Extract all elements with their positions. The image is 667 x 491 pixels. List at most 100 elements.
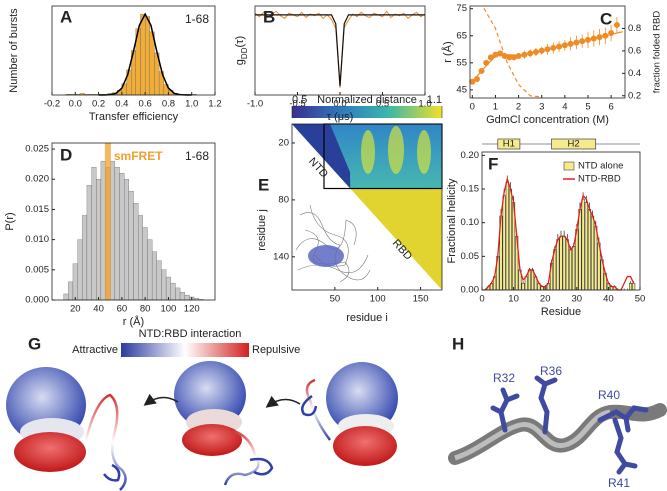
- x-tick-label: 40: [603, 294, 614, 305]
- bar: [147, 239, 153, 301]
- bar: [165, 276, 171, 301]
- y-tick-label: 0.020: [25, 174, 49, 185]
- y2-tick-label: 0.4: [628, 68, 641, 79]
- bar: [100, 160, 106, 301]
- point: [515, 53, 522, 60]
- bar: [508, 188, 512, 291]
- x-tick-label: 1: [493, 102, 498, 113]
- colorbar-title: NTD:RBD interaction: [139, 328, 242, 340]
- y2-tick-label: 0.2: [628, 90, 641, 101]
- helix-box: [497, 138, 521, 150]
- x-tick-label: 120: [184, 304, 200, 315]
- point: [613, 21, 620, 28]
- y-axis-label: Number of bursts: [8, 8, 20, 93]
- colorbar: [292, 106, 442, 118]
- bar: [184, 295, 190, 301]
- x-tick-label: 40: [93, 304, 104, 315]
- bar: [521, 283, 525, 291]
- dashed-line: [483, 7, 542, 98]
- annotation: 1-68: [185, 149, 209, 163]
- x-tick-label: 0.0: [69, 99, 82, 110]
- bar: [629, 283, 633, 291]
- x-tick-label: 4: [562, 102, 567, 113]
- axes-frame: [469, 5, 626, 99]
- x-tick-label: 1.2: [208, 99, 221, 110]
- panel-label: F: [488, 154, 498, 173]
- bar: [562, 235, 566, 291]
- y-tick-label: 140: [273, 251, 289, 262]
- x-tick-label: 100: [160, 304, 176, 315]
- bar: [559, 235, 563, 291]
- line: [255, 14, 425, 87]
- panel-label: B: [263, 7, 275, 26]
- x-tick-label: 1.0: [185, 99, 198, 110]
- axes-frame: [481, 151, 641, 291]
- x-axis-label: Residue: [541, 306, 581, 318]
- smfret-band: [104, 143, 111, 300]
- bar: [63, 293, 69, 301]
- x-axis-label: τ (μs): [327, 111, 354, 123]
- x-tick-label: 20: [70, 304, 81, 315]
- arrow: [265, 395, 301, 408]
- legend-label: NTD-RBD: [578, 174, 621, 185]
- point: [506, 54, 513, 61]
- complex-1: [6, 367, 127, 491]
- side-chains: [490, 375, 649, 475]
- x-tick-label: 1.0: [418, 99, 431, 110]
- x-tick-label: 2: [516, 102, 521, 113]
- axes-frame: [291, 123, 443, 291]
- y2-tick-label: 0.8: [628, 23, 641, 34]
- x-axis-label: residue i: [346, 312, 388, 324]
- x-tick-label: 0: [479, 294, 484, 305]
- heatmap: NTD RBD Normalized distance E residue i …: [256, 94, 443, 324]
- y-axis-label-part: (τ): [234, 36, 246, 48]
- x-tick-label: 0.2: [92, 99, 105, 110]
- x-tick-label: 50: [330, 294, 341, 305]
- residue-label: R40: [598, 388, 620, 402]
- bar: [587, 208, 591, 291]
- bar: [72, 263, 78, 301]
- panel-label: D: [60, 145, 72, 164]
- y-axis-label: residue j: [256, 209, 268, 251]
- helix-box: [551, 138, 597, 150]
- annotation: 1-68: [185, 12, 209, 26]
- bar: [151, 251, 157, 301]
- y-tick-label: 45: [456, 84, 467, 95]
- rbd-cartoon: [308, 245, 344, 267]
- bar: [77, 239, 83, 301]
- panel-g: G NTD:RBD interaction Attractive Repulsi…: [6, 328, 398, 491]
- bar: [572, 245, 576, 291]
- fit-line: [98, 12, 192, 96]
- y-tick-label: 0.000: [25, 295, 49, 306]
- arrow: [143, 393, 179, 406]
- y-tick-label: 0.005: [25, 264, 49, 275]
- heatmap-blob: [417, 130, 431, 174]
- bar: [142, 227, 148, 301]
- bar: [91, 167, 97, 301]
- y-tick-label: 0.15: [461, 184, 480, 195]
- x-axis-label: r (Å): [123, 315, 144, 328]
- colorbar-tick-label: 0.5: [292, 94, 307, 106]
- bar: [565, 239, 569, 291]
- colorbar-tick-label: 1.1: [427, 94, 442, 106]
- bar: [581, 198, 585, 291]
- line: [484, 176, 635, 291]
- y-axis-label-part: g: [234, 59, 246, 65]
- bar: [114, 167, 120, 301]
- y-axis-label: gDD(τ): [234, 36, 249, 65]
- complex-2: [174, 361, 274, 486]
- heatmap-blob: [388, 126, 404, 174]
- line: [254, 10, 426, 88]
- x-tick-label: 5: [585, 102, 590, 113]
- x-tick-label: 150: [413, 294, 429, 305]
- bar: [161, 269, 167, 301]
- bar: [119, 173, 125, 301]
- bar: [632, 283, 636, 291]
- y-tick-label: 0.00: [461, 285, 480, 296]
- bar: [179, 291, 185, 301]
- bar: [86, 185, 92, 301]
- y-tick-label: 65: [456, 30, 467, 41]
- heatmap-blob: [361, 130, 375, 174]
- fit-line: [471, 31, 623, 83]
- x-tick-label: 0.4: [115, 99, 128, 110]
